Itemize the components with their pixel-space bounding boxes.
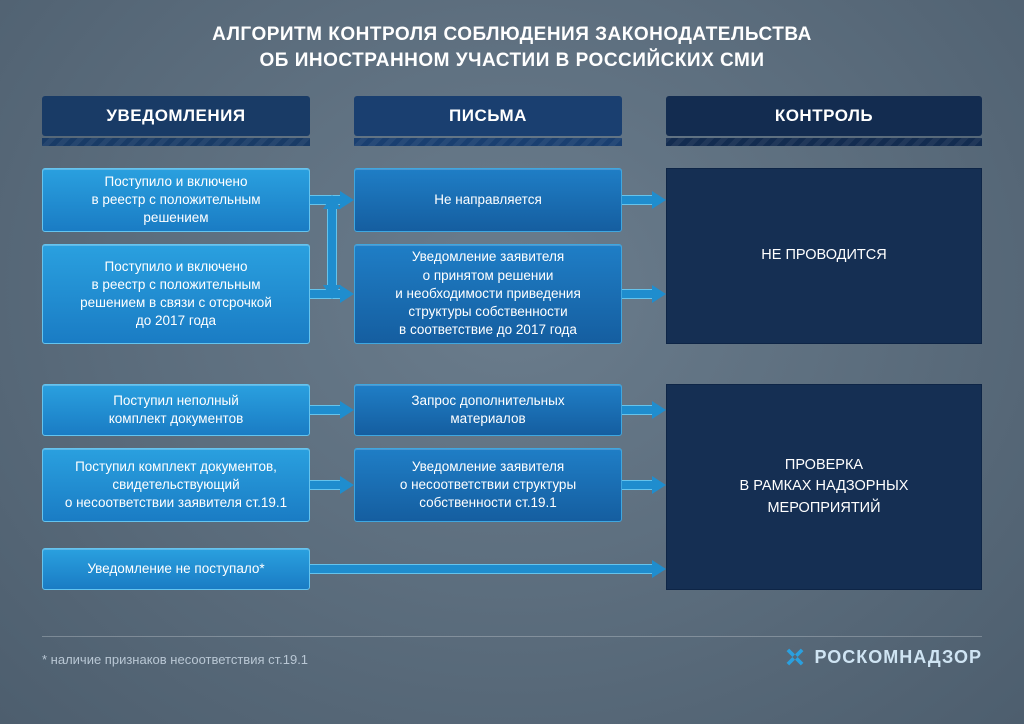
node-a4: Поступил комплект документов,свидетельст… <box>42 448 310 522</box>
diagram-canvas: АЛГОРИТМ КОНТРОЛЯ СОБЛЮДЕНИЯ ЗАКОНОДАТЕЛ… <box>0 0 1024 724</box>
arrow-b1b2-uphead <box>323 195 341 209</box>
node-c-bot: ПРОВЕРКАВ РАМКАХ НАДЗОРНЫХМЕРОПРИЯТИЙ <box>666 384 982 590</box>
column-header-c3: КОНТРОЛЬ <box>666 96 982 136</box>
arrow-a4-b4-head <box>340 476 354 494</box>
node-a1: Поступило и включенов реестр с положител… <box>42 168 310 232</box>
arrow-b3-c-head <box>652 401 666 419</box>
arrow-b1b2-downhead <box>323 285 341 299</box>
node-c-top: НЕ ПРОВОДИТСЯ <box>666 168 982 344</box>
node-a3: Поступил неполныйкомплект документов <box>42 384 310 436</box>
node-b1: Не направляется <box>354 168 622 232</box>
arrow-b1-c-head <box>652 191 666 209</box>
footer-rule <box>42 636 982 637</box>
node-b4: Уведомление заявителяо несоответствии ст… <box>354 448 622 522</box>
arrow-b1-c-shaft <box>622 195 652 205</box>
brand-icon <box>784 646 806 668</box>
node-a2: Поступило и включенов реестр с положител… <box>42 244 310 344</box>
column-header-hatch <box>42 138 310 146</box>
arrow-b4-c-shaft <box>622 480 652 490</box>
column-header-hatch <box>666 138 982 146</box>
node-a5: Уведомление не поступало* <box>42 548 310 590</box>
brand: РОСКОМНАДЗОР <box>784 646 982 668</box>
node-b2: Уведомление заявителяо принятом решениии… <box>354 244 622 344</box>
arrow-a1-b1-head <box>340 191 354 209</box>
brand-text: РОСКОМНАДЗОР <box>814 647 982 668</box>
arrow-b4-c-head <box>652 476 666 494</box>
arrow-a5-c-head <box>652 560 666 578</box>
column-header-c2: ПИСЬМА <box>354 96 622 136</box>
arrow-b3-c-shaft <box>622 405 652 415</box>
arrow-a2-b2-head <box>340 285 354 303</box>
arrow-b1b2-vshaft <box>327 209 337 285</box>
page-title: АЛГОРИТМ КОНТРОЛЯ СОБЛЮДЕНИЯ ЗАКОНОДАТЕЛ… <box>0 22 1024 73</box>
arrow-a5-c-shaft <box>310 564 652 574</box>
column-header-c1: УВЕДОМЛЕНИЯ <box>42 96 310 136</box>
arrow-b2-c-shaft <box>622 289 652 299</box>
footnote: * наличие признаков несоответствия ст.19… <box>42 652 308 667</box>
node-b3: Запрос дополнительныхматериалов <box>354 384 622 436</box>
arrow-a3-b3-head <box>340 401 354 419</box>
arrow-b2-c-head <box>652 285 666 303</box>
arrow-a4-b4-shaft <box>310 480 340 490</box>
arrow-a3-b3-shaft <box>310 405 340 415</box>
column-header-hatch <box>354 138 622 146</box>
